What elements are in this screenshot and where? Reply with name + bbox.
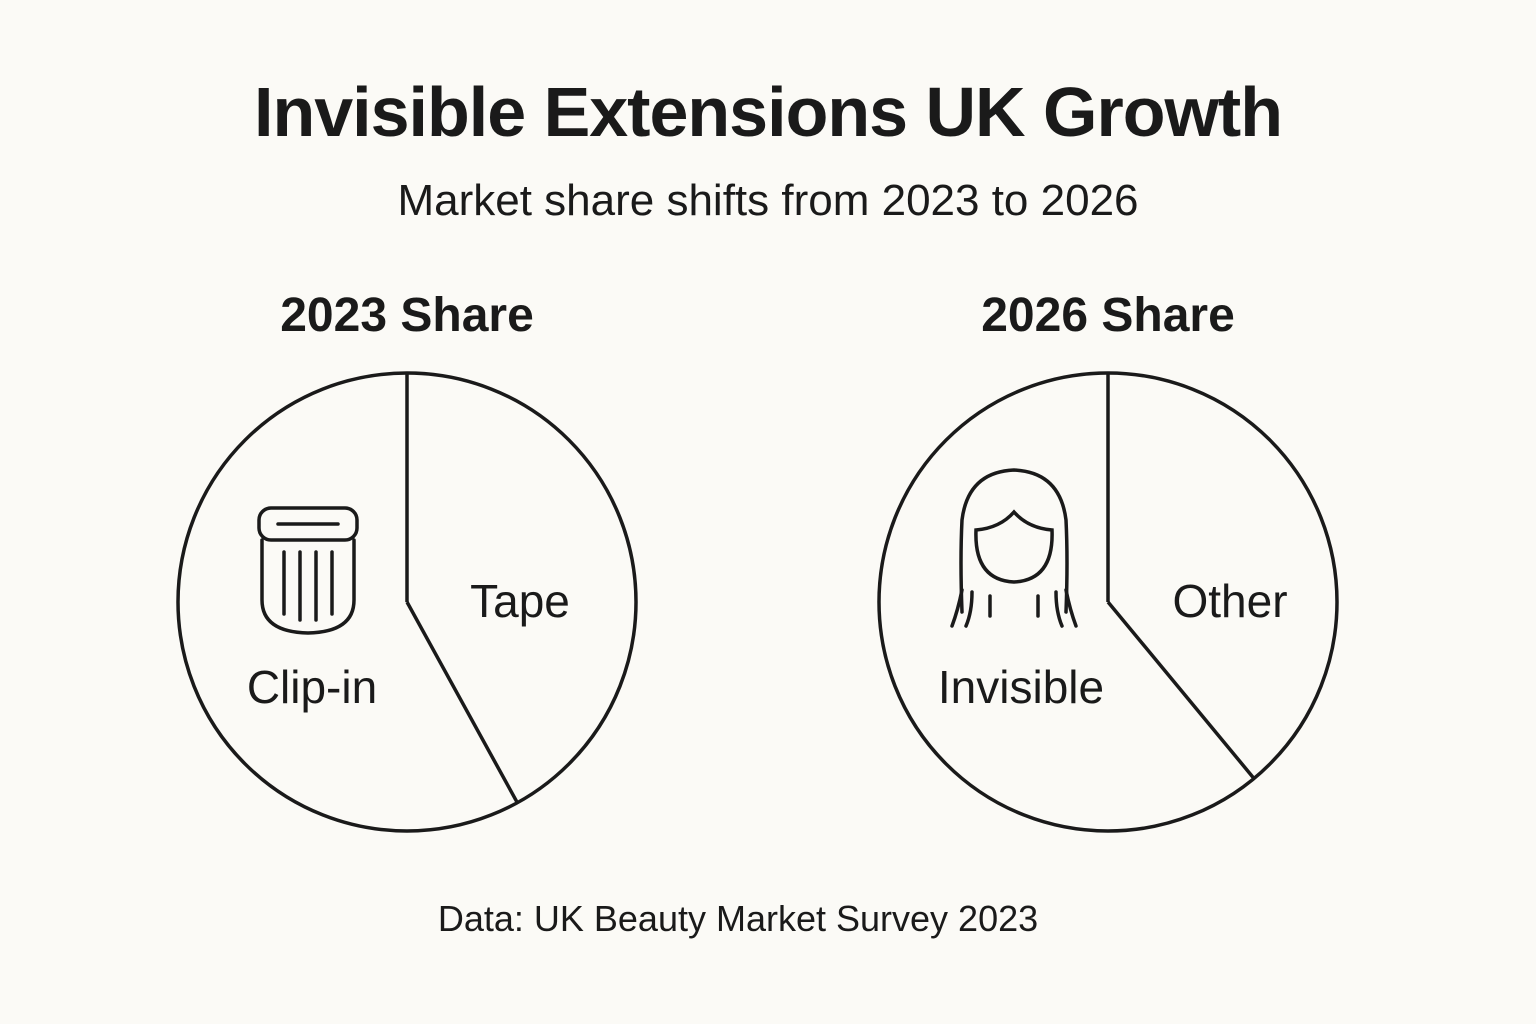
chart-title: Invisible Extensions UK Growth: [254, 73, 1283, 151]
slice-label-invisible: Invisible: [938, 661, 1104, 713]
pie-title-2026: 2026 Share: [981, 289, 1235, 342]
hair-clip-icon: [257, 506, 359, 635]
slice-label-clip-in: Clip-in: [247, 661, 377, 713]
slice-label-tape: Tape: [470, 575, 570, 627]
source-note: Data: UK Beauty Market Survey 2023: [437, 898, 1039, 939]
pie-title-2023: 2023 Share: [280, 289, 534, 342]
slice-label-other: Other: [1172, 575, 1287, 627]
slice-boundary-clip-in: [405, 601, 519, 804]
woman-long-hair-icon: [950, 468, 1078, 628]
chart-subtitle: Market share shifts from 2023 to 2026: [397, 176, 1139, 225]
pie-2026: [877, 371, 1339, 833]
slice-boundary-invisible: [1106, 600, 1256, 780]
pie-2023: [176, 371, 638, 833]
